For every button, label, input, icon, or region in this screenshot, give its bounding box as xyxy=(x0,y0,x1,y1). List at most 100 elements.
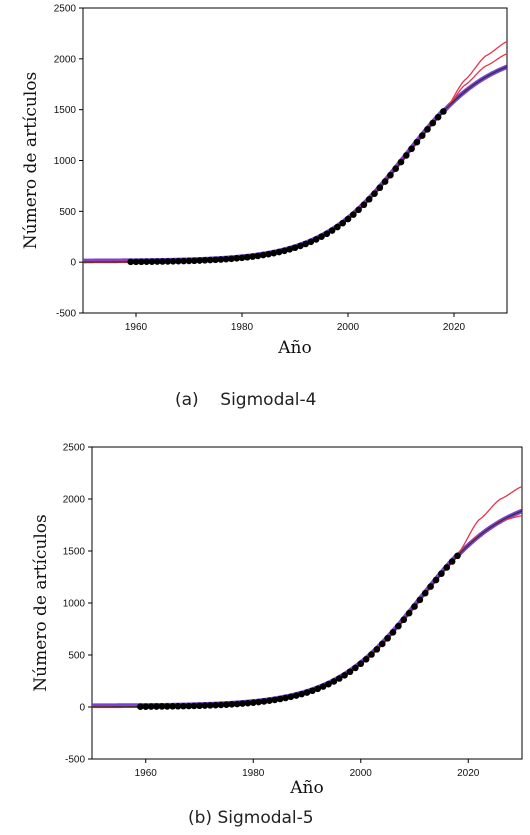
data-point xyxy=(418,132,426,139)
data-point xyxy=(254,252,262,260)
data-point xyxy=(373,646,381,653)
data-point xyxy=(239,700,246,707)
data-point xyxy=(206,256,214,264)
data-point xyxy=(271,696,279,704)
data-point xyxy=(169,258,177,265)
data-point xyxy=(147,703,155,710)
data-point xyxy=(387,171,394,179)
data-point xyxy=(328,227,336,234)
data-point xyxy=(291,244,299,252)
y-tick-label: 2000 xyxy=(54,54,77,65)
series-upper-band xyxy=(92,485,522,707)
series-group xyxy=(92,485,522,710)
y-axis-title: Número de artículos xyxy=(31,514,51,692)
data-point xyxy=(443,564,451,571)
data-point xyxy=(307,238,315,246)
data-point xyxy=(275,248,283,256)
data-point xyxy=(286,246,294,253)
series-upper-band xyxy=(83,40,507,263)
x-tick-label: 1960 xyxy=(135,768,158,779)
data-point xyxy=(378,640,386,648)
data-point xyxy=(368,651,375,658)
data-point xyxy=(238,254,246,262)
y-tick-label: 1500 xyxy=(54,105,77,116)
x-axis-title: Año xyxy=(277,338,311,358)
plot-frame xyxy=(82,7,508,314)
data-point xyxy=(421,589,429,597)
data-point xyxy=(314,685,322,693)
data-point xyxy=(158,703,166,710)
fit-confidence-band xyxy=(92,508,522,708)
data-point xyxy=(339,219,347,227)
data-point xyxy=(408,145,415,153)
data-point xyxy=(191,257,198,265)
data-point xyxy=(298,690,305,698)
data-point xyxy=(376,184,384,192)
data-point xyxy=(427,583,434,590)
data-point xyxy=(381,178,389,185)
data-point xyxy=(416,596,424,604)
data-point xyxy=(292,692,300,699)
data-point xyxy=(312,236,320,243)
data-point xyxy=(303,689,311,696)
data-point xyxy=(319,683,327,690)
data-point xyxy=(346,668,354,676)
series-fit-line xyxy=(92,510,522,708)
y-tick-label: 0 xyxy=(79,703,85,714)
y-tick-label: 2500 xyxy=(63,443,86,454)
x-tick-label: 2000 xyxy=(350,768,373,779)
data-point xyxy=(249,253,256,260)
data-point xyxy=(249,699,257,706)
data-point xyxy=(206,702,214,709)
data-point xyxy=(429,119,437,127)
data-point xyxy=(137,703,144,710)
y-tick-label: 500 xyxy=(68,651,85,662)
y-tick-label: 500 xyxy=(59,207,76,218)
data-point xyxy=(143,258,150,266)
data-point xyxy=(259,251,267,259)
x-tick-label: 2020 xyxy=(457,768,480,779)
y-tick-label: -500 xyxy=(56,309,76,320)
data-point xyxy=(362,655,370,663)
data-point xyxy=(201,702,209,709)
data-point xyxy=(163,703,171,710)
data-point xyxy=(180,257,187,265)
data-point xyxy=(185,702,193,710)
data-point xyxy=(392,165,400,172)
data-point xyxy=(432,576,440,584)
data-point xyxy=(287,693,295,701)
y-tick-label: 1000 xyxy=(63,599,86,610)
data-point xyxy=(127,258,134,266)
data-point xyxy=(335,675,343,682)
data-point xyxy=(276,695,284,703)
plot-frame xyxy=(91,446,523,760)
data-point xyxy=(223,701,230,708)
series-fit-line xyxy=(83,66,507,263)
data-point xyxy=(397,158,405,166)
data-point xyxy=(265,250,272,258)
caption-sigmodal-5: (b) Sigmodal-5 xyxy=(188,808,314,828)
data-point xyxy=(454,552,461,560)
data-point xyxy=(212,701,219,709)
y-tick-label: 1500 xyxy=(63,547,86,558)
data-point xyxy=(365,196,373,203)
data-point xyxy=(371,190,378,197)
data-point xyxy=(309,687,316,695)
data-point xyxy=(318,233,325,241)
data-point xyxy=(233,255,240,262)
y-tick-label: -500 xyxy=(65,755,85,766)
data-point xyxy=(212,256,219,264)
data-point xyxy=(222,255,230,263)
data-point xyxy=(334,223,341,231)
data-point xyxy=(330,678,338,685)
data-point xyxy=(395,622,402,630)
x-tick-label: 1980 xyxy=(231,322,254,333)
data-point xyxy=(344,215,352,223)
y-tick-label: 2000 xyxy=(63,495,86,506)
data-point xyxy=(174,702,182,710)
data-point xyxy=(233,700,241,708)
data-point xyxy=(297,242,304,250)
x-tick-label: 2000 xyxy=(337,322,360,333)
data-point xyxy=(260,698,268,705)
